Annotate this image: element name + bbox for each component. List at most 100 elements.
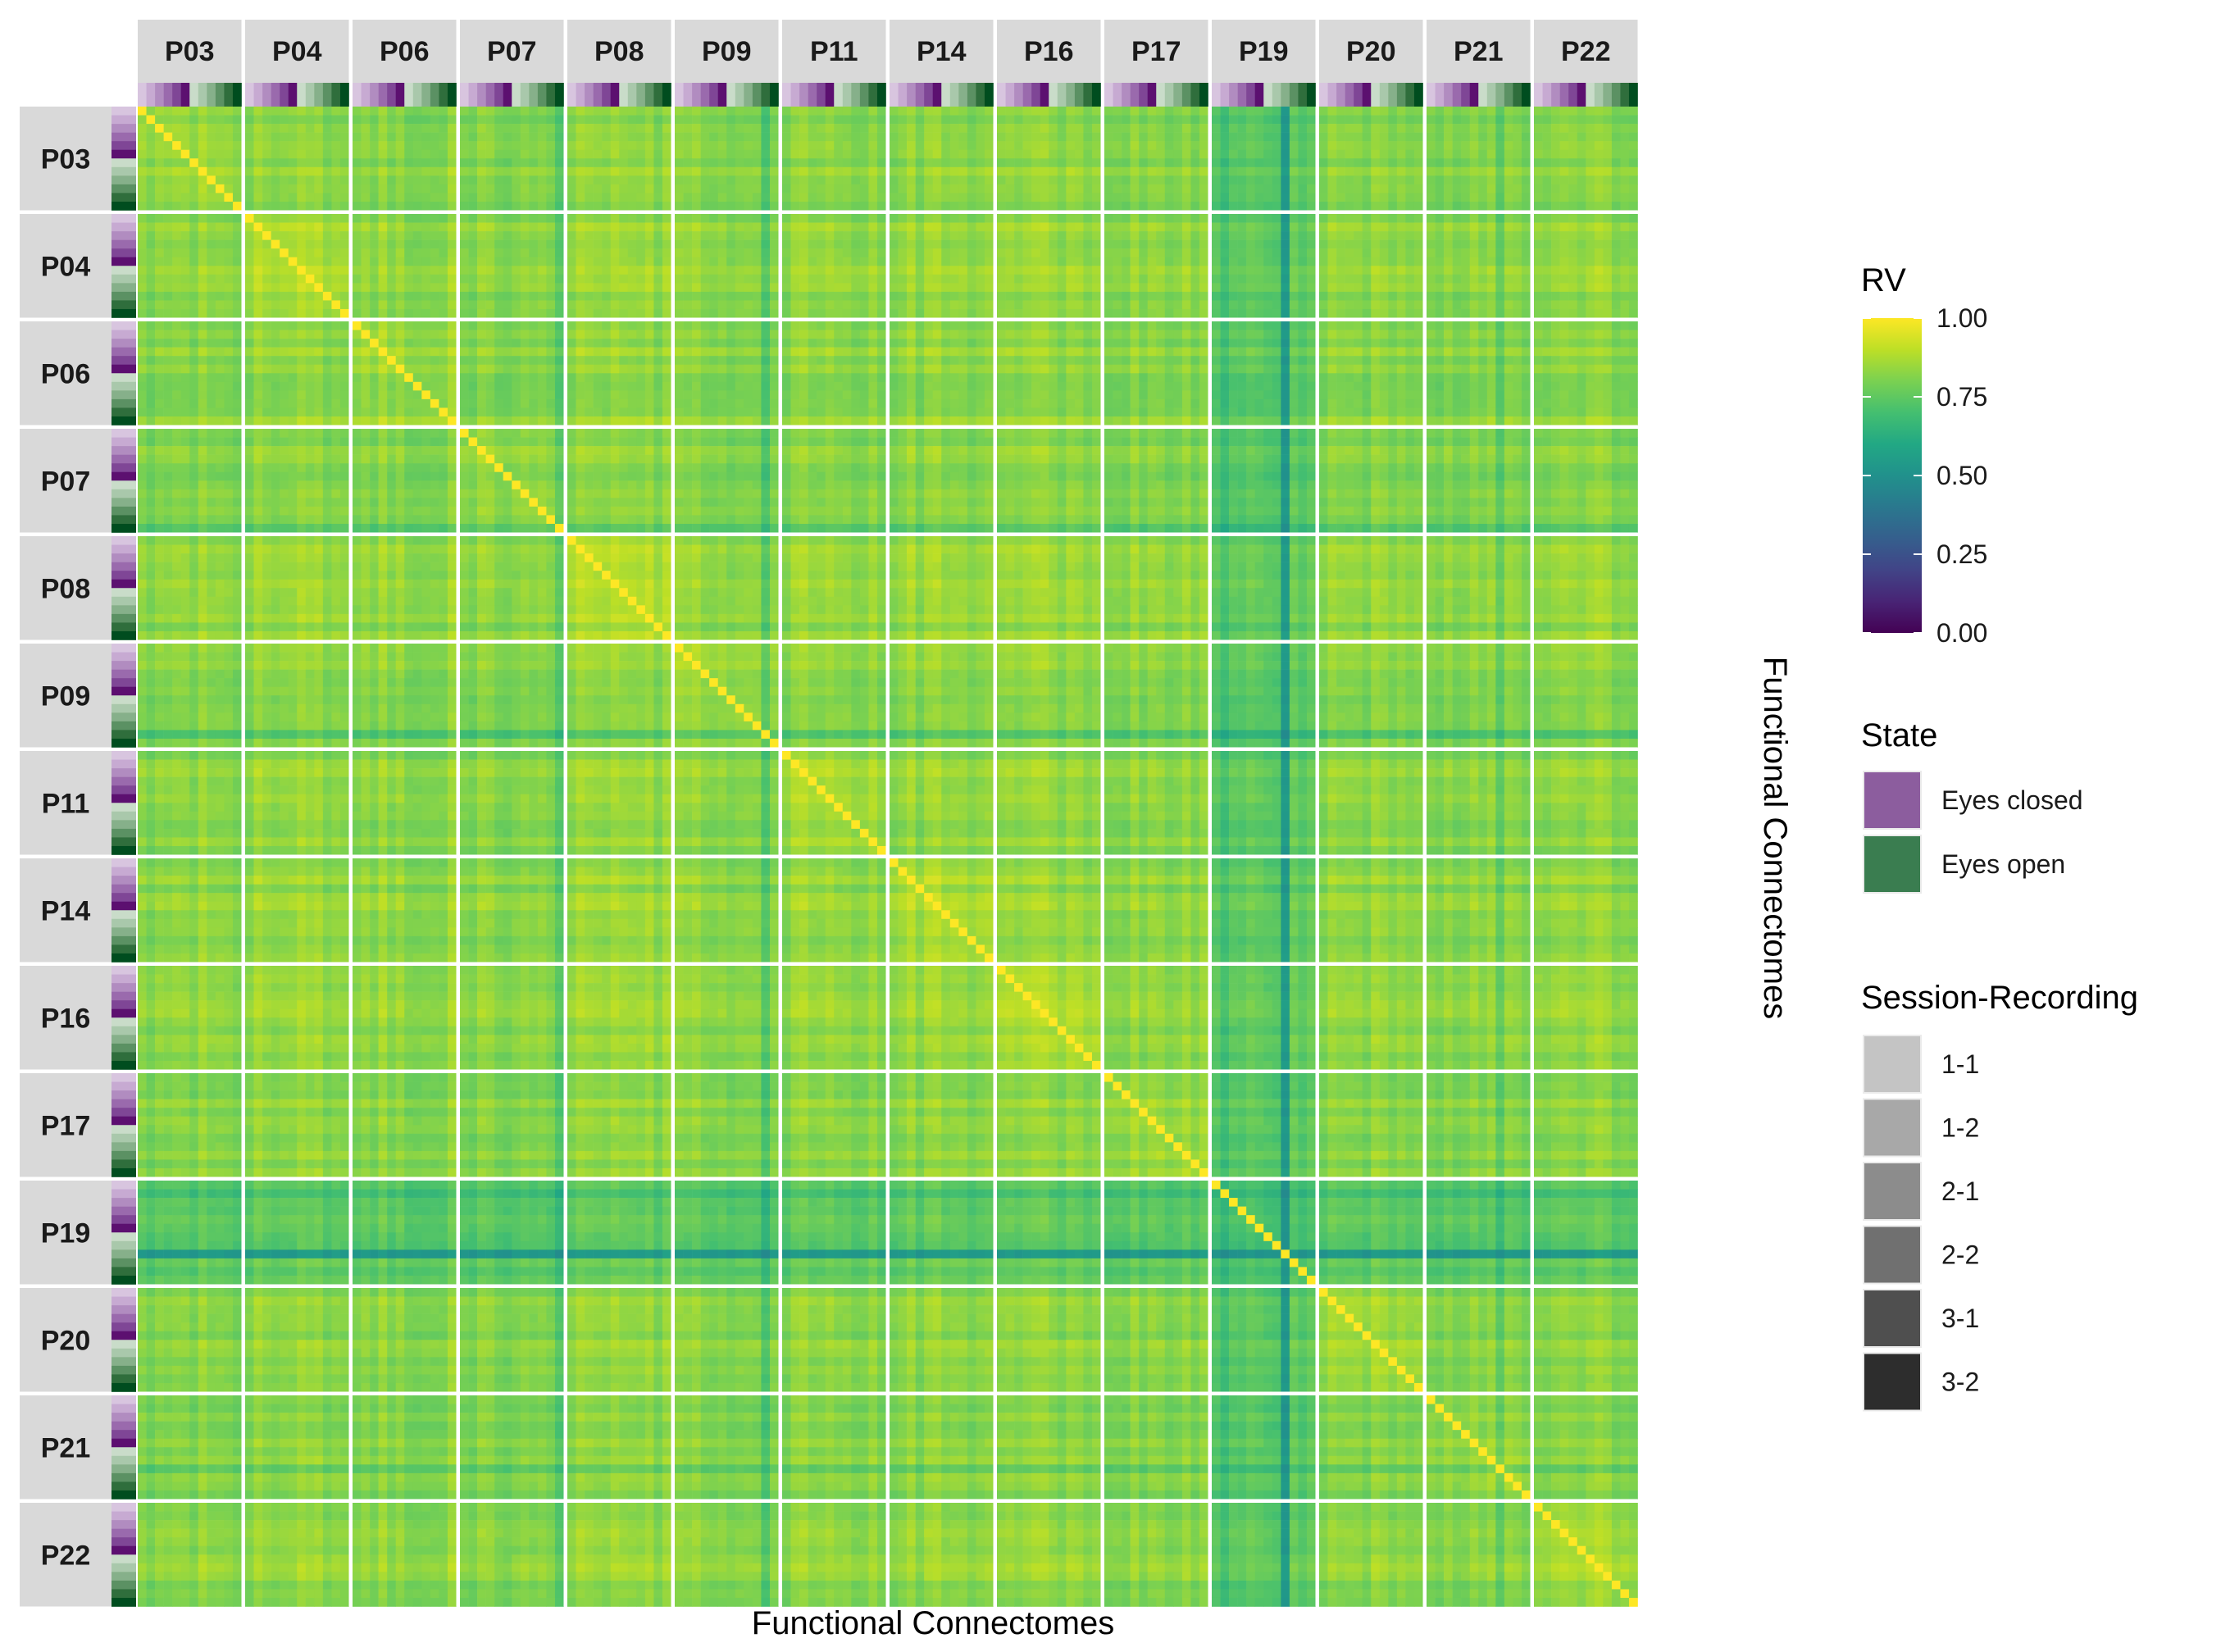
heatmap-cell xyxy=(790,339,800,348)
heatmap-cell xyxy=(224,321,234,330)
heatmap-cell xyxy=(782,266,791,275)
heatmap-cell xyxy=(593,248,603,258)
heatmap-cell xyxy=(717,283,727,293)
heatmap-cell xyxy=(215,222,225,232)
heatmap-cell xyxy=(1237,283,1247,293)
heatmap-cell xyxy=(1246,115,1256,125)
heatmap-cell xyxy=(1628,124,1638,133)
heatmap-cell xyxy=(512,274,521,284)
heatmap-cell xyxy=(1139,201,1149,211)
heatmap-cell xyxy=(876,239,886,249)
heatmap-cell xyxy=(602,239,612,249)
heatmap-cell xyxy=(1229,201,1238,211)
heatmap-cell xyxy=(1130,222,1140,232)
heatmap-cell xyxy=(726,158,736,168)
heatmap-cell xyxy=(1122,222,1131,232)
heatmap-cell xyxy=(1237,214,1247,223)
heatmap-cell xyxy=(1542,356,1552,366)
heatmap-cell xyxy=(808,193,817,203)
heatmap-cell xyxy=(761,175,771,185)
heatmap-cell xyxy=(138,321,147,330)
heatmap-cell xyxy=(1486,214,1496,223)
heatmap-cell xyxy=(1156,231,1166,240)
heatmap-cell xyxy=(1427,347,1436,357)
heatmap-cell xyxy=(1469,356,1479,366)
heatmap-cell xyxy=(924,300,934,310)
heatmap-cell xyxy=(297,166,307,176)
heatmap-cell xyxy=(859,132,869,142)
heatmap-cell xyxy=(207,308,216,318)
heatmap-cell xyxy=(305,364,315,374)
heatmap-cell xyxy=(224,356,234,366)
heatmap-cell xyxy=(576,239,585,249)
heatmap-cell xyxy=(1345,356,1354,366)
heatmap-cell xyxy=(1461,201,1471,211)
heatmap-cell xyxy=(1362,115,1372,125)
heatmap-cell xyxy=(997,222,1006,232)
heatmap-cell xyxy=(520,321,530,330)
heatmap-cell xyxy=(619,266,629,275)
heatmap-cell xyxy=(460,283,469,293)
heatmap-cell xyxy=(288,193,298,203)
heatmap-cell xyxy=(1173,339,1183,348)
heatmap-cell xyxy=(1513,149,1522,159)
heatmap-cell xyxy=(537,364,547,374)
heatmap-cell xyxy=(1628,283,1638,293)
heatmap-cell xyxy=(1122,330,1131,339)
heatmap-cell xyxy=(1469,248,1479,258)
heatmap-cell xyxy=(700,339,710,348)
heatmap-cell xyxy=(585,107,594,116)
heatmap-cell xyxy=(271,184,280,193)
heatmap-cell xyxy=(180,124,190,133)
heatmap-cell xyxy=(610,149,620,159)
heatmap-cell xyxy=(636,214,646,223)
heatmap-cell xyxy=(314,184,324,193)
heatmap-cell xyxy=(984,193,994,203)
heatmap-cell xyxy=(1594,115,1604,125)
heatmap-cell xyxy=(799,257,808,266)
heatmap-cell xyxy=(172,283,182,293)
heatmap-cell xyxy=(245,330,254,339)
heatmap-cell xyxy=(1413,300,1423,310)
heatmap-cell xyxy=(1568,266,1578,275)
heatmap-cell xyxy=(477,158,486,168)
heatmap-cell xyxy=(1181,308,1191,318)
heatmap-cell xyxy=(876,193,886,203)
heatmap-cell xyxy=(585,201,594,211)
heatmap-cell xyxy=(138,201,147,211)
heatmap-cell xyxy=(485,149,495,159)
heatmap-cell xyxy=(1568,274,1578,284)
heatmap-cell xyxy=(1319,175,1328,185)
heatmap-cell xyxy=(370,222,379,232)
heatmap-cell xyxy=(1113,201,1122,211)
heatmap-cell xyxy=(1452,283,1462,293)
heatmap-cell xyxy=(1486,283,1496,293)
heatmap-cell xyxy=(297,248,307,258)
heatmap-cell xyxy=(1014,283,1023,293)
heatmap-cell xyxy=(1628,274,1638,284)
heatmap-cell xyxy=(799,222,808,232)
heatmap-cell xyxy=(644,193,654,203)
heatmap-cell xyxy=(949,248,959,258)
heatmap-cell xyxy=(1444,356,1453,366)
heatmap-cell xyxy=(627,166,637,176)
heatmap-cell xyxy=(808,115,817,125)
heatmap-cell xyxy=(1495,347,1505,357)
heatmap-cell xyxy=(683,248,693,258)
heatmap-cell xyxy=(404,266,414,275)
heatmap-cell xyxy=(189,231,199,240)
heatmap-cell xyxy=(485,300,495,310)
heatmap-cell xyxy=(387,201,397,211)
heatmap-cell xyxy=(1586,308,1595,318)
heatmap-cell xyxy=(1611,214,1621,223)
heatmap-cell xyxy=(1289,239,1299,249)
heatmap-cell xyxy=(494,166,504,176)
heatmap-cell xyxy=(958,300,968,310)
heatmap-cell xyxy=(1031,291,1041,301)
heatmap-cell xyxy=(1362,347,1372,357)
heatmap-cell xyxy=(627,308,637,318)
heatmap-cell xyxy=(370,141,379,151)
heatmap-cell xyxy=(353,193,362,203)
heatmap-cell xyxy=(1083,175,1093,185)
heatmap-cell xyxy=(1594,201,1604,211)
